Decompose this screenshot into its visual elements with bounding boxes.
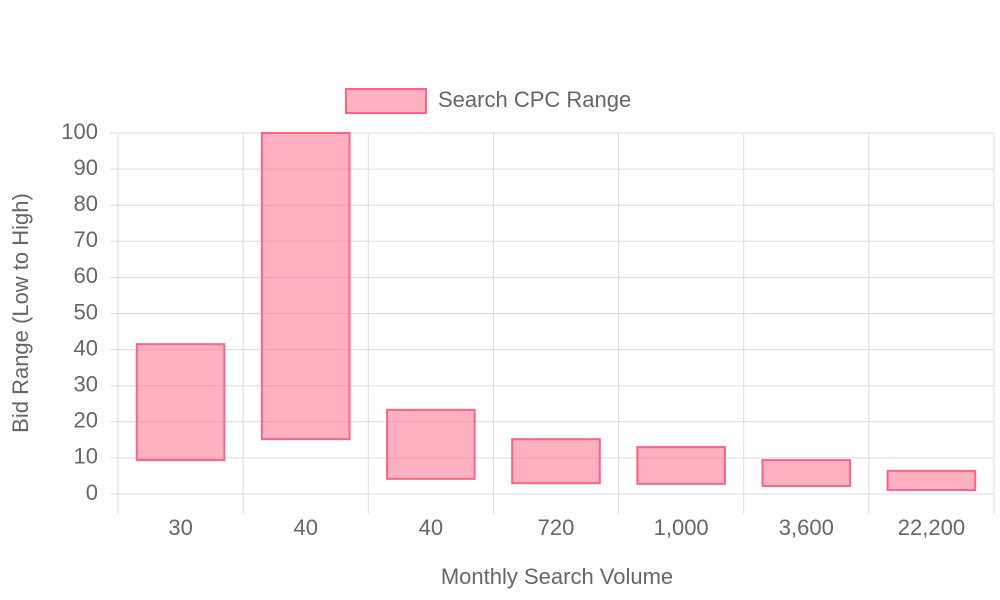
bar <box>761 459 852 488</box>
y-tick-label: 60 <box>74 263 98 288</box>
legend-label: Search CPC Range <box>438 87 631 112</box>
x-tick-label: 720 <box>538 515 575 540</box>
legend-swatch <box>345 88 427 114</box>
bar <box>636 446 726 485</box>
x-tick-label: 3,600 <box>779 515 834 540</box>
x-tick-label: 30 <box>168 515 192 540</box>
y-axis-title: Bid Range (Low to High) <box>8 193 33 433</box>
bar <box>511 438 601 485</box>
bar <box>135 343 226 462</box>
y-tick-label: 50 <box>74 299 98 324</box>
x-tick-label: 1,000 <box>654 515 709 540</box>
y-tick-label: 10 <box>74 444 98 469</box>
y-tick-label: 100 <box>61 119 98 144</box>
y-tick-label: 80 <box>74 191 98 216</box>
y-tick-label: 20 <box>74 408 98 433</box>
x-tick-label: 40 <box>419 515 443 540</box>
y-tick-label: 30 <box>74 372 98 397</box>
y-tick-label: 70 <box>74 227 98 252</box>
y-tick-label: 40 <box>74 335 98 360</box>
bar <box>386 408 476 480</box>
x-tick-label: 40 <box>293 515 317 540</box>
x-tick-label: 22,200 <box>898 515 965 540</box>
x-axis-title: Monthly Search Volume <box>441 564 673 589</box>
bar <box>886 469 977 492</box>
bar <box>260 132 351 441</box>
y-tick-label: 0 <box>86 480 98 505</box>
y-tick-label: 90 <box>74 155 98 180</box>
